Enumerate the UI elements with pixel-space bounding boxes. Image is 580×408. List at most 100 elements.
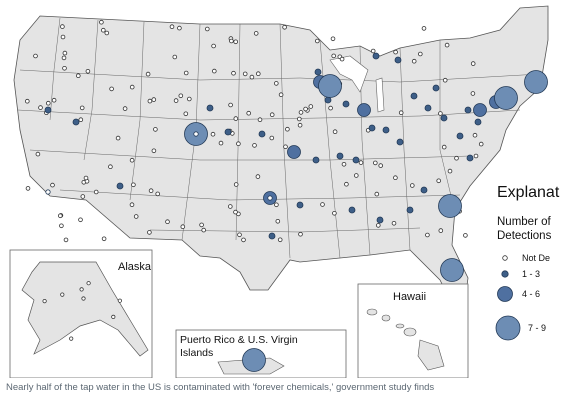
legend-item-4-6: 4 - 6 [492,278,540,310]
not-detected-marker [255,71,261,76]
not-detected-marker [330,36,336,42]
not-detected-marker [24,98,30,104]
small-detection-marker [336,152,344,160]
not-detected-marker [229,38,234,44]
small-detection-marker [382,126,390,134]
not-detected-marker [178,93,184,99]
small-detection-marker [466,154,474,162]
not-detected-marker [38,105,43,110]
legend-4-6-symbol [497,286,513,302]
not-detected-marker [129,202,135,208]
not-detected-marker [438,228,444,233]
lake-michigan [375,77,385,113]
small-detection-marker [44,106,52,114]
not-detected-marker [447,168,453,174]
large-detection-marker [242,348,266,372]
not-detected-marker [42,298,47,304]
not-detected-marker [173,98,179,103]
not-detected-marker [273,81,279,86]
not-detected-marker [241,237,246,243]
not-detected-marker [282,24,287,30]
not-detected-marker [441,144,447,150]
not-detected-marker [61,55,67,61]
not-detected-marker [172,54,178,60]
not-detected-marker [274,202,279,208]
not-detected-marker [463,233,468,238]
small-detection-marker [474,118,482,126]
legend-1-3-symbol [501,270,509,278]
legend-item-7-9: 7 - 9 [492,310,546,346]
legend-item-not-detected: Not De [492,248,550,268]
hawaii-islands [366,308,445,371]
not-detected-marker [421,26,427,31]
small-detection-marker [116,182,124,190]
small-detection-marker [432,84,440,92]
not-detected-marker [372,160,378,166]
not-detected-marker [187,96,192,102]
small-detection-marker [296,201,304,209]
not-detected-marker [444,42,450,48]
not-detected-marker [147,98,153,104]
not-detected-marker [472,132,478,138]
not-detected-marker [442,77,448,83]
not-detected-marker [69,336,74,341]
not-detected-marker [155,191,161,197]
pfas-map: Alaska Hawaii Puerto Rico & U.S. Virgin … [9,5,580,378]
not-detected-marker [470,91,476,96]
not-detected-marker [35,151,41,157]
not-detected-marker [129,84,135,90]
not-detected-marker [269,112,275,117]
caption: Nearly half of the tap water in the US i… [6,382,435,393]
not-detected-marker [257,117,263,122]
not-detected-marker [79,287,84,292]
not-detected-marker [236,141,241,147]
small-detection-marker [324,96,332,104]
medium-detection-marker [357,103,371,117]
not-detected-marker [237,232,242,238]
not-detected-marker [63,237,69,243]
not-detected-marker [353,173,359,178]
small-detection-marker [420,186,428,194]
not-detected-marker [183,111,189,117]
not-detected-marker [285,126,290,132]
legend-subtitle: Number of Detections [497,215,580,243]
not-detected-marker [314,38,320,44]
large-detection-marker [524,70,548,94]
not-detected-marker [436,178,442,184]
not-detected-marker [297,122,303,128]
not-detected-marker [283,144,288,150]
legend-label-4-6: 4 - 6 [522,289,541,299]
not-detected-marker [151,97,157,102]
alaska-shape [21,261,149,357]
small-detection-marker [342,100,350,108]
puerto-rico-label-line1: Puerto Rico & U.S. Virgin [180,334,298,346]
small-detection-marker [312,156,320,164]
small-detection-marker [268,232,276,240]
not-detected-marker [473,153,479,159]
legend-label-not-detected: Not De [522,253,551,263]
medium-detection-marker [473,103,487,117]
legend-item-1-3: 1 - 3 [492,264,540,284]
medium-detection-marker [287,145,301,159]
puerto-rico-label-line2: Islands [180,347,213,359]
not-detected-marker [298,110,304,115]
hawaii-label: Hawaii [393,291,426,303]
not-detected-marker [233,182,239,187]
not-detected-marker [417,51,423,57]
not-detected-marker [328,105,333,111]
not-detected-marker [378,163,384,168]
not-detected-marker [233,39,239,45]
not-detected-marker [425,232,430,238]
not-detected-marker [153,127,158,132]
not-detected-marker [78,217,83,223]
small-detection-marker [314,68,322,76]
not-detected-marker [212,68,217,74]
legend-label-7-9: 7 - 9 [528,323,547,333]
map-canvas: Alaska Hawaii Puerto Rico & U.S. Virgin … [9,5,549,378]
small-detection-marker [394,56,402,64]
not-detected-marker [370,48,376,54]
not-detected-marker [81,296,86,301]
not-detected-marker [411,58,417,64]
not-detected-marker [201,227,207,233]
not-detected-marker [108,164,113,170]
